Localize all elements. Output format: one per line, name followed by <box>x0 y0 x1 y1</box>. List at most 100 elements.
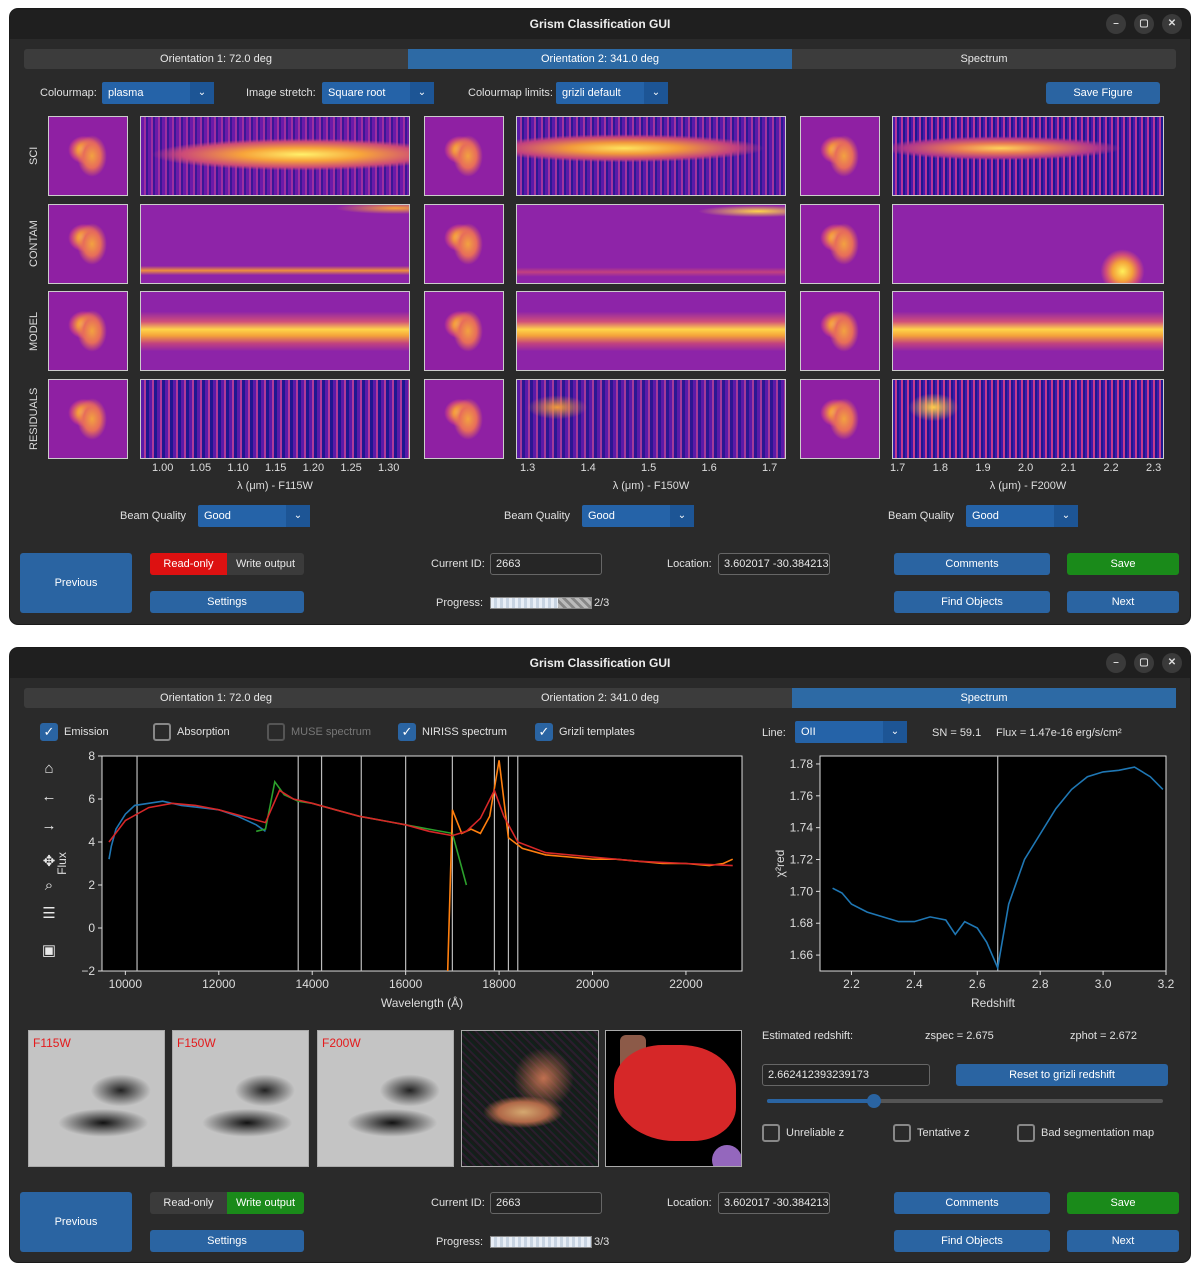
progress-text: 3/3 <box>594 1236 610 1248</box>
current-id-field[interactable]: 2663 <box>490 1192 602 1214</box>
close-icon[interactable]: ✕ <box>1162 653 1182 673</box>
chi2-redshift-chart[interactable]: 2.2 2.4 2.6 2.8 3.0 3.2 1.66 1.68 1.70 1.72 1.74 1.… <box>758 748 1178 1018</box>
x-tick-label: 1.20 <box>302 462 325 474</box>
tab-spectrum[interactable]: Spectrum <box>960 53 1008 65</box>
forward-arrow-icon[interactable]: → <box>41 817 57 834</box>
window-title: Grism Classification GUI <box>529 17 671 31</box>
write-output-toggle[interactable]: Write output <box>227 1192 304 1214</box>
zoom-icon[interactable]: ⌕ <box>44 877 54 894</box>
slider-handle[interactable] <box>866 1094 881 1108</box>
plot-area <box>101 755 743 972</box>
beam-quality-value: Good <box>972 510 999 522</box>
beam-quality-select-f115w[interactable]: Good ⌄ <box>198 505 310 527</box>
x-tick-label: 1.10 <box>227 462 249 474</box>
tab-orientation-1[interactable]: Orientation 1: 72.0 deg <box>160 53 272 65</box>
settings-button[interactable]: Settings <box>150 591 304 613</box>
reset-redshift-button[interactable]: Reset to grizli redshift <box>956 1064 1168 1086</box>
x-tick-label: 2.0 <box>1018 462 1034 474</box>
window-orientation: Grism Classification GUI – ▢ ✕ Orientati… <box>10 9 1190 624</box>
next-button[interactable]: Next <box>1067 591 1179 613</box>
checkbox-checked-icon: ✓ <box>398 723 416 741</box>
direct-thumbnail <box>424 204 504 284</box>
unreliable-z-checkbox[interactable]: Unreliable z <box>762 1124 844 1142</box>
x-tick-label: 1.5 <box>641 462 657 474</box>
save-icon[interactable]: ▣ <box>41 942 57 959</box>
home-icon[interactable]: ⌂ <box>44 760 54 777</box>
limits-select[interactable]: grizli default ⌄ <box>556 82 668 104</box>
save-button[interactable]: Save <box>1067 1192 1179 1214</box>
spectrum-chart[interactable]: 10000 12000 14000 16000 18000 20000 22000 −2 0 2 4… <box>50 748 750 1018</box>
bad-segmentation-checkbox[interactable]: Bad segmentation map <box>1017 1124 1154 1142</box>
checkbox-checked-icon: ✓ <box>535 723 553 741</box>
progress-label: Progress: <box>436 1236 484 1248</box>
grizli-templates-checkbox[interactable]: ✓ Grizli templates <box>535 723 635 741</box>
tab-spectrum[interactable]: Spectrum <box>792 688 1176 708</box>
redshift-input[interactable]: 2.662412393239173 <box>762 1064 930 1086</box>
checkbox-icon <box>762 1124 780 1142</box>
maximize-icon[interactable]: ▢ <box>1134 653 1154 673</box>
mode-toggle[interactable]: Read-only Write output <box>150 553 304 575</box>
configure-icon[interactable]: ☰ <box>42 905 56 922</box>
model-spectrum-f115w <box>140 291 410 371</box>
beam-quality-select-f200w[interactable]: Good ⌄ <box>966 505 1078 527</box>
tentative-z-checkbox[interactable]: Tentative z <box>893 1124 970 1142</box>
next-button[interactable]: Next <box>1067 1230 1179 1252</box>
colourmap-select[interactable]: plasma ⌄ <box>102 82 214 104</box>
mode-toggle[interactable]: Read-only Write output <box>150 1192 304 1214</box>
tab-orientation-2[interactable]: Orientation 2: 341.0 deg <box>408 49 792 69</box>
close-icon[interactable]: ✕ <box>1162 14 1182 34</box>
maximize-icon[interactable]: ▢ <box>1134 14 1154 34</box>
previous-button[interactable]: Previous <box>20 1192 132 1252</box>
estimated-redshift-label: Estimated redshift: <box>762 1030 854 1042</box>
save-figure-button[interactable]: Save Figure <box>1046 82 1160 104</box>
filter-label: F115W <box>33 1036 71 1050</box>
comments-button[interactable]: Comments <box>894 553 1050 575</box>
slider-fill <box>767 1099 874 1103</box>
settings-button[interactable]: Settings <box>150 1230 304 1252</box>
pan-icon[interactable]: ✥ <box>42 853 56 870</box>
stretch-value: Square root <box>328 87 386 99</box>
line-select[interactable]: OII ⌄ <box>795 721 907 743</box>
y-tick-label: 6 <box>88 792 95 806</box>
emission-checkbox[interactable]: ✓ Emission <box>40 723 109 741</box>
colourmap-label: Colourmap: <box>40 87 97 99</box>
comments-button[interactable]: Comments <box>894 1192 1050 1214</box>
absorption-checkbox[interactable]: Absorption <box>153 723 230 741</box>
previous-button[interactable]: Previous <box>20 553 132 613</box>
direct-thumbnail <box>800 116 880 196</box>
y-tick-label: 1.74 <box>790 821 814 835</box>
tab-orientation-2[interactable]: Orientation 2: 341.0 deg <box>540 692 660 704</box>
write-output-toggle[interactable]: Write output <box>235 558 296 570</box>
find-objects-button[interactable]: Find Objects <box>894 1230 1050 1252</box>
x-tick-label: 1.6 <box>701 462 717 474</box>
redshift-slider[interactable] <box>767 1094 1163 1108</box>
sci-spectrum-f150w <box>516 116 786 196</box>
save-button[interactable]: Save <box>1067 553 1179 575</box>
current-id-field[interactable]: 2663 <box>490 553 602 575</box>
y-tick-label: 8 <box>88 749 95 763</box>
readonly-toggle[interactable]: Read-only <box>163 1197 214 1209</box>
location-field[interactable]: 3.602017 -30.384213 <box>718 553 830 575</box>
beam-quality-select-f150w[interactable]: Good ⌄ <box>582 505 694 527</box>
tab-bar: Orientation 1: 72.0 deg Orientation 2: 3… <box>24 688 1176 708</box>
x-tick-label: 3.2 <box>1158 977 1175 991</box>
niriss-checkbox[interactable]: ✓ NIRISS spectrum <box>398 723 507 741</box>
filter-label: F150W <box>177 1036 216 1050</box>
window-titlebar: Grism Classification GUI – ▢ ✕ <box>10 648 1190 678</box>
chevron-down-icon: ⌄ <box>410 82 434 104</box>
x-tick-label: 1.4 <box>580 462 596 474</box>
muse-checkbox: MUSE spectrum <box>267 723 371 741</box>
find-objects-button[interactable]: Find Objects <box>894 591 1050 613</box>
minimize-icon[interactable]: – <box>1106 653 1126 673</box>
location-label: Location: <box>667 558 712 570</box>
location-field[interactable]: 3.602017 -30.384213 <box>718 1192 830 1214</box>
beam-quality-label: Beam Quality <box>504 510 571 522</box>
readonly-toggle[interactable]: Read-only <box>150 553 227 575</box>
minimize-icon[interactable]: – <box>1106 14 1126 34</box>
zspec-text: zspec = 2.675 <box>925 1030 994 1042</box>
stretch-select[interactable]: Square root ⌄ <box>322 82 434 104</box>
direct-thumbnail <box>48 291 128 371</box>
x-tick-label: 18000 <box>482 977 516 991</box>
tab-orientation-1[interactable]: Orientation 1: 72.0 deg <box>160 692 272 704</box>
back-arrow-icon[interactable]: ← <box>41 788 57 805</box>
